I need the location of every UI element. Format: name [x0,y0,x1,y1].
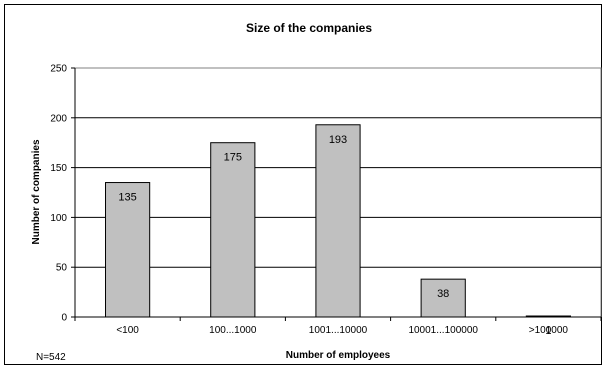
data-label: 175 [224,152,242,164]
x-axis-ticks: <100 100...1000 1001...10000 10001...100000… [74,316,602,336]
y-tick-label: 250 [50,64,67,75]
sample-size-note: N=542 [36,352,66,363]
data-label: 135 [118,192,136,204]
data-label: 193 [329,134,347,146]
chart-title: Size of the companies [246,21,372,35]
y-axis-ticks: 0 50 100 150 200 250 [50,64,76,324]
x-tick-label: <100 [116,325,139,336]
y-tick-label: 50 [56,263,68,274]
bar [420,278,466,318]
data-label: 1 [545,325,551,337]
x-axis-title: Number of employees [286,350,391,361]
x-tick-label: 100...1000 [209,325,257,336]
bar [105,182,151,318]
y-tick-label: 0 [61,313,67,324]
y-axis-title: Number of companies [31,139,42,244]
bars: 135 175 193 38 1 [105,124,571,337]
data-label: 38 [437,288,449,300]
y-tick-label: 200 [50,113,67,124]
bar [210,142,256,318]
x-tick-label: >100000 [529,325,569,336]
y-tick-label: 150 [50,163,67,174]
y-tick-label: 100 [50,213,67,224]
bar [315,124,361,318]
x-tick-label: 1001...10000 [309,325,368,336]
x-tick-label: 10001...100000 [408,325,478,336]
